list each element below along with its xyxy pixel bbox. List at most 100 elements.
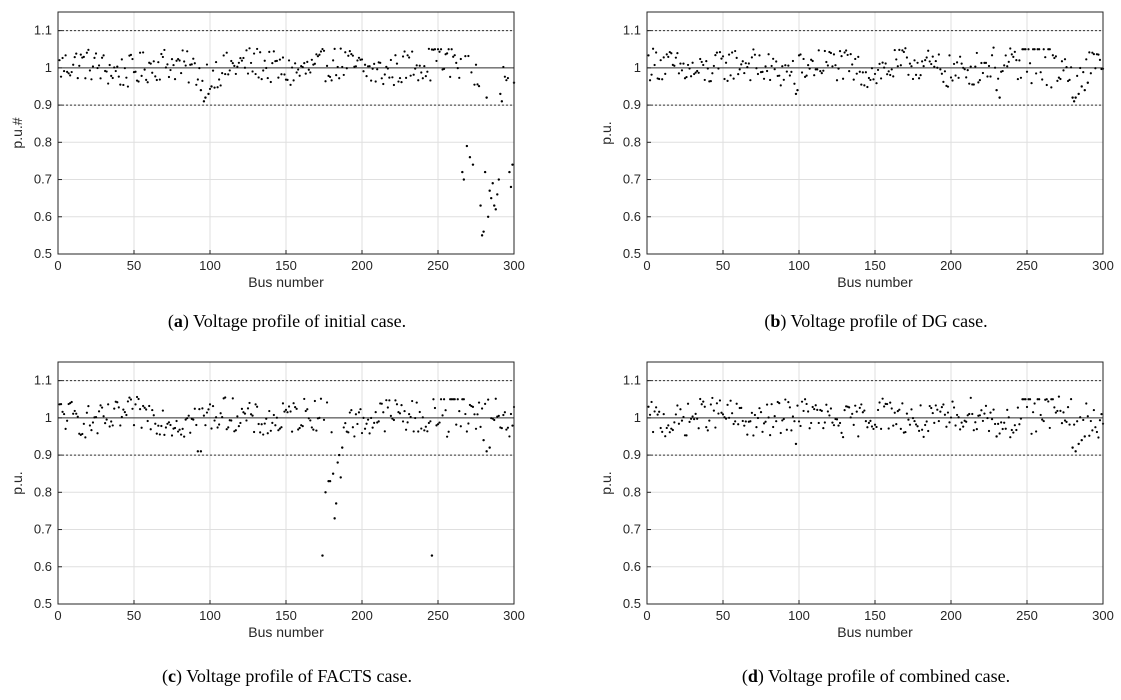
caption-text: Voltage profile of initial case. [189, 311, 406, 331]
data-point [995, 435, 998, 438]
data-point [911, 77, 915, 81]
data-point [96, 66, 99, 70]
data-point [1036, 398, 1039, 401]
y-tick-label: 0.6 [623, 559, 641, 574]
caption-open-paren: ( [168, 311, 174, 332]
data-point [841, 436, 845, 439]
data-point [1024, 48, 1027, 51]
data-point [176, 57, 180, 61]
y-tick-label: 0.8 [623, 484, 641, 499]
data-point [411, 50, 414, 53]
data-point [252, 430, 256, 434]
data-point [433, 48, 437, 51]
data-point [398, 412, 402, 415]
data-point [418, 64, 421, 67]
data-point [479, 204, 482, 207]
data-point [409, 74, 412, 77]
data-point [257, 422, 260, 426]
data-point [508, 170, 511, 174]
data-point [732, 422, 735, 426]
data-point [196, 78, 199, 81]
data-point [401, 55, 405, 58]
data-point [741, 60, 744, 63]
data-point [720, 57, 723, 60]
data-point [240, 59, 244, 62]
data-point [325, 64, 329, 67]
data-point [338, 77, 341, 80]
chart-panel-b: 0 50 100 150 200 250 300 0.5 0.6 0.7 0.8 0.9 1 1.1 Bus… [598, 11, 1114, 332]
data-point [928, 60, 931, 63]
data-point [655, 406, 658, 409]
data-point [408, 412, 411, 416]
data-point [487, 398, 490, 401]
x-tick-label: 50 [716, 258, 730, 273]
data-point [1016, 406, 1019, 409]
data-point [304, 409, 307, 413]
data-point [1053, 56, 1056, 60]
data-point [1063, 419, 1067, 422]
data-point [1094, 426, 1097, 429]
data-point [108, 63, 111, 67]
data-point [896, 410, 899, 413]
data-point [169, 423, 172, 427]
data-point [184, 418, 187, 421]
x-tick-label: 300 [1092, 608, 1114, 623]
data-point [243, 66, 247, 69]
data-point [138, 408, 142, 411]
data-point [385, 65, 388, 68]
data-point [254, 72, 257, 76]
data-point [1071, 96, 1074, 99]
data-point [213, 86, 216, 89]
data-point [916, 425, 919, 428]
data-point [770, 403, 773, 406]
data-point [376, 68, 379, 71]
data-point [749, 420, 752, 423]
data-point [1071, 446, 1074, 449]
data-point [272, 50, 275, 53]
x-tick-label: 0 [54, 258, 61, 273]
data-point [723, 416, 726, 419]
data-point [120, 58, 123, 61]
data-point [1066, 79, 1070, 83]
data-point [1039, 71, 1042, 74]
data-point [66, 419, 69, 422]
data-point [917, 429, 921, 432]
data-point [919, 74, 922, 77]
data-point [714, 426, 717, 429]
data-point [899, 64, 902, 67]
data-point [403, 50, 406, 53]
data-point [312, 428, 315, 431]
data-point [1062, 411, 1065, 414]
data-point [423, 64, 426, 68]
data-point [497, 414, 500, 417]
data-point [823, 421, 826, 424]
data-point [761, 430, 764, 433]
data-point [741, 419, 744, 423]
data-point [1076, 74, 1079, 78]
data-point [717, 412, 720, 415]
data-point [1030, 432, 1033, 435]
data-point [218, 423, 221, 426]
data-point [1086, 415, 1089, 418]
data-point [1035, 430, 1038, 433]
data-point [473, 413, 476, 416]
data-point [391, 76, 394, 79]
data-point [140, 74, 143, 77]
data-point [931, 55, 934, 58]
data-point [476, 83, 479, 86]
data-point [297, 68, 300, 71]
data-point [76, 77, 79, 80]
data-point [1047, 400, 1050, 403]
data-point [895, 58, 898, 61]
data-point [154, 422, 157, 425]
data-point [746, 66, 749, 69]
data-point [720, 411, 723, 414]
data-point [1047, 48, 1050, 51]
data-point [467, 54, 470, 58]
data-point [1089, 419, 1092, 423]
data-point [816, 68, 819, 71]
data-point [301, 425, 304, 428]
data-point [262, 433, 265, 436]
data-point [108, 425, 111, 428]
